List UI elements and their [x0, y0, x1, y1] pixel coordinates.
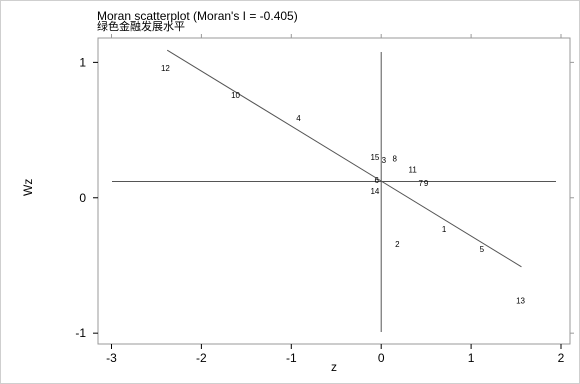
data-point-label: 5	[480, 245, 485, 254]
data-point-label: 9	[424, 179, 429, 188]
x-tick-label: 2	[558, 351, 565, 365]
data-point-label: 12	[161, 64, 170, 73]
x-tick-label: -2	[196, 351, 207, 365]
data-point-label: 8	[392, 155, 397, 164]
data-point-label: 10	[231, 91, 240, 100]
x-tick-label: -3	[106, 351, 117, 365]
data-point-label: 2	[395, 240, 400, 249]
data-point-label: 4	[296, 114, 301, 123]
data-point-label: 3	[382, 156, 387, 165]
y-axis-label: Wz	[21, 178, 35, 196]
y-tick-label: 0	[79, 191, 86, 205]
data-point-label: 11	[409, 165, 418, 174]
y-tick-label: -1	[75, 326, 86, 340]
x-axis-label: z	[331, 360, 337, 374]
regression-line	[166, 49, 522, 268]
data-point-label: 15	[370, 153, 379, 162]
x-tick-label: 0	[378, 351, 385, 365]
data-point-label: 7	[419, 179, 424, 188]
x-tick-label: -1	[286, 351, 297, 365]
data-point-label: 6	[374, 176, 379, 185]
x-tick-label: 1	[468, 351, 475, 365]
data-point-label: 1	[442, 225, 447, 234]
data-point-label: 14	[370, 187, 379, 196]
chart-subtitle: 绿色金融发展水平	[97, 20, 185, 33]
plot-area-border	[97, 37, 571, 345]
y-tick-label: 1	[79, 55, 86, 69]
data-point-label: 13	[516, 297, 525, 306]
chart-title: Moran scatterplot (Moran's I = -0.405)	[97, 9, 298, 23]
